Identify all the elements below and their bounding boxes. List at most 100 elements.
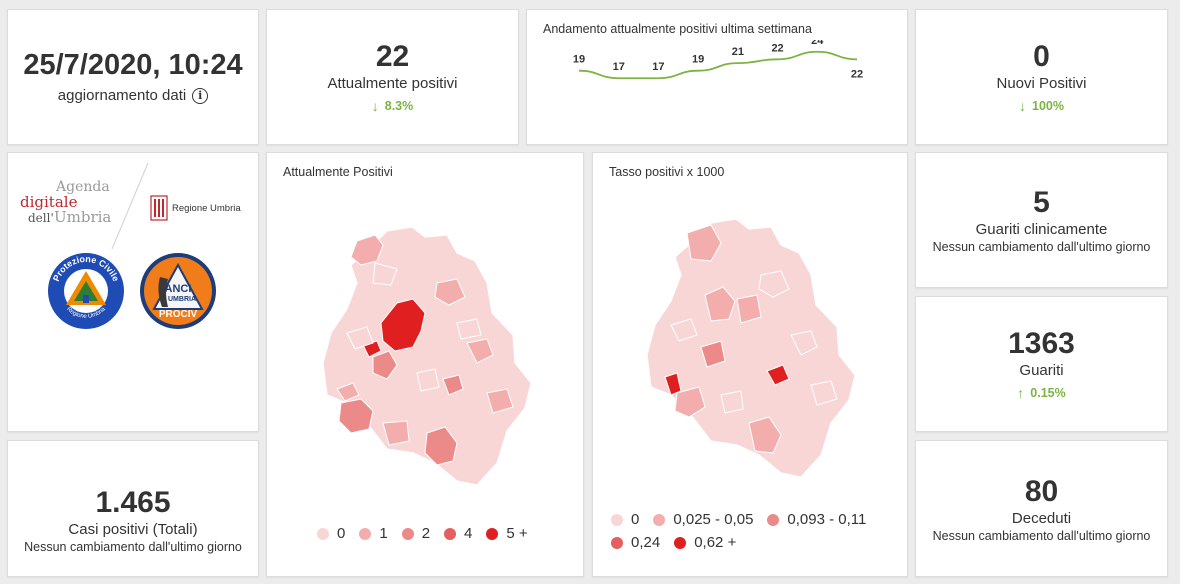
guariti-clin-card: 5 Guariti clinicamente Nessun cambiament…: [915, 152, 1168, 288]
info-icon[interactable]: i: [192, 87, 209, 104]
legend-label: 4: [464, 525, 473, 542]
trend-point-label: 17: [613, 61, 625, 73]
trend-point-label: 22: [771, 42, 783, 54]
legend-dot-icon: [444, 527, 457, 540]
legend-dot-icon: [486, 527, 499, 540]
casi-value: 1.465: [95, 485, 171, 519]
regione-emblem-icon: [150, 195, 168, 221]
legend-item[interactable]: 1: [359, 525, 388, 542]
attualmente-label: Attualmente positivi: [327, 75, 458, 92]
anci-prociv-logo: ANCI UMBRIA PROCIV: [140, 253, 216, 329]
deceduti-sub: Nessun cambiamento dall'ultimo giorno: [932, 528, 1151, 543]
legend-dot-icon: [653, 513, 666, 526]
arrow-down-icon: ↓: [371, 98, 379, 114]
regione-umbria-logo: Regione Umbria: [150, 195, 241, 221]
deceduti-card: 80 Deceduti Nessun cambiamento dall'ulti…: [915, 440, 1168, 577]
attualmente-delta-value: 8.3%: [384, 99, 414, 113]
attualmente-value: 22: [375, 40, 410, 73]
legend-item[interactable]: 0: [317, 525, 345, 542]
legend-dot-icon: [401, 527, 414, 540]
update-card: 25/7/2020, 10:24 aggiornamento dati i: [7, 9, 259, 145]
legend-item[interactable]: 0,62 +: [674, 534, 736, 551]
legend-dot-icon: [611, 536, 623, 549]
map1-title: Attualmente Positivi: [283, 165, 393, 179]
casi-sub: Nessun cambiamento dall'ultimo giorno: [24, 539, 242, 554]
anci-text: ANCI: [165, 283, 192, 295]
map2-title: Tasso positivi x 1000: [609, 165, 725, 179]
arrow-down-icon: ↓: [1019, 98, 1026, 114]
trend-title: Andamento attualmente positivi ultima se…: [543, 22, 812, 36]
legend-dot-icon: [611, 513, 623, 526]
legend-label: 0,025 - 0,05: [673, 511, 754, 528]
map-attualmente-card: Attualmente Positivi 0 1 2 4 5 +: [266, 152, 584, 577]
legend-item[interactable]: 2: [401, 525, 431, 542]
guariti-label: Guariti: [1019, 362, 1064, 379]
guariti-clin-sub: Nessun cambiamento dall'ultimo giorno: [932, 240, 1151, 254]
trend-point-label: 21: [732, 46, 744, 58]
update-label-row: aggiornamento dati i: [57, 87, 209, 105]
umbria-map-tasso[interactable]: [641, 215, 881, 485]
nuovi-label: Nuovi Positivi: [996, 75, 1087, 92]
umbria-text: Umbria: [54, 208, 112, 226]
legend-label: 2: [421, 525, 431, 542]
legend-item[interactable]: 4: [444, 525, 472, 542]
nuovi-value: 0: [1033, 40, 1050, 73]
agenda-text: Agenda: [56, 179, 110, 195]
legend-item[interactable]: 0,025 - 0,05: [653, 511, 753, 528]
divider-line: [111, 162, 149, 250]
trend-point-label: 24: [811, 40, 824, 47]
guariti-clin-value: 5: [1033, 186, 1050, 219]
trend-line: [578, 50, 858, 80]
nuovi-delta-value: 100%: [1032, 99, 1064, 113]
legend-dot-icon: [317, 527, 329, 540]
attualmente-card: 22 Attualmente positivi ↓ 8.3%: [266, 9, 519, 145]
trend-point-label: 19: [573, 54, 585, 66]
casi-label: Casi positivi (Totali): [68, 520, 198, 538]
trend-point-label: 17: [652, 61, 664, 73]
prociv-text: PROCIV: [159, 309, 198, 320]
map1-legend: 0 1 2 4 5 +: [317, 525, 528, 542]
legend-item[interactable]: 5 +: [486, 525, 528, 542]
guariti-value: 1363: [1008, 327, 1075, 360]
nuovi-card: 0 Nuovi Positivi ↓ 100%: [915, 9, 1168, 145]
legend-dot-icon: [674, 536, 687, 549]
map2-legend: 0 0,025 - 0,05 0,093 - 0,11 0,24 0,62 +: [611, 511, 901, 551]
protezione-civile-logo: Protezione Civile Regione Umbria: [48, 253, 124, 329]
trend-card: Andamento attualmente positivi ultima se…: [526, 9, 908, 145]
legend-item[interactable]: 0: [611, 511, 639, 528]
legend-label: 5 +: [506, 525, 528, 542]
legend-label: 0,093 - 0,11: [787, 511, 867, 528]
guariti-clin-label: Guariti clinicamente: [975, 221, 1108, 238]
agenda-digitale-logo: Agenda digitale dell' Umbria: [20, 179, 130, 231]
update-datetime: 25/7/2020, 10:24: [23, 48, 243, 81]
update-label: aggiornamento dati: [57, 87, 187, 105]
legend-item[interactable]: 0,24: [611, 534, 660, 551]
legend-label: 0,24: [631, 534, 661, 551]
legend-label: 0: [337, 525, 346, 542]
legend-dot-icon: [767, 513, 780, 526]
arrow-up-icon: ↑: [1017, 385, 1025, 401]
legend-dot-icon: [359, 527, 372, 540]
attualmente-delta: ↓ 8.3%: [372, 98, 414, 114]
umbria-map-attualmente[interactable]: [317, 223, 557, 493]
legend-label: 0: [631, 511, 640, 528]
nuovi-delta: ↓ 100%: [1019, 98, 1064, 114]
trend-chart: 19 17 17 19 21 22 24 22: [573, 40, 863, 80]
legend-label: 0,62 +: [694, 534, 737, 551]
legend-label: 1: [379, 525, 388, 542]
trend-point-label: 22: [851, 68, 863, 80]
guariti-card: 1363 Guariti ↑ 0.15%: [915, 296, 1168, 432]
guariti-delta: ↑ 0.15%: [1017, 385, 1065, 401]
map-tasso-card: Tasso positivi x 1000 0 0,025 - 0,05 0,093…: [592, 152, 908, 577]
dell-text: dell': [28, 211, 54, 225]
guariti-delta-value: 0.15%: [1030, 386, 1066, 400]
deceduti-value: 80: [1024, 474, 1059, 508]
anci-umbria-text: UMBRIA: [168, 296, 196, 303]
casi-card: 1.465 Casi positivi (Totali) Nessun camb…: [7, 440, 259, 577]
regione-text: Regione Umbria: [172, 202, 241, 214]
deceduti-label: Deceduti: [1011, 509, 1072, 527]
digitale-text: digitale: [20, 193, 78, 211]
trend-point-label: 19: [692, 54, 704, 66]
logos-card: Agenda digitale dell' Umbria Regione Umb…: [7, 152, 259, 432]
legend-item[interactable]: 0,093 - 0,11: [767, 511, 866, 528]
